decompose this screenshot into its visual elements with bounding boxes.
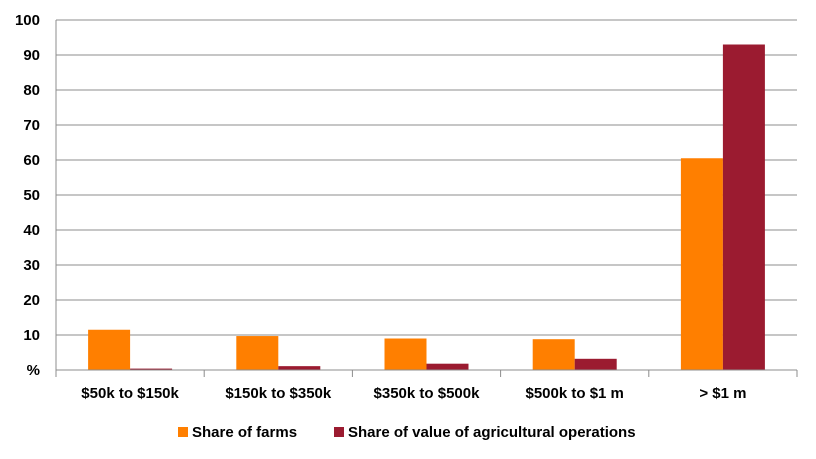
axes bbox=[55, 20, 798, 377]
legend-label: Share of value of agricultural operation… bbox=[348, 424, 636, 441]
legend-swatch bbox=[178, 427, 188, 437]
y-tick-label: 40 bbox=[23, 222, 40, 239]
y-tick-label: 30 bbox=[23, 257, 40, 274]
y-tick-labels: % 10 20 30 40 50 60 70 80 90 100 bbox=[15, 12, 40, 379]
bar bbox=[384, 338, 427, 370]
bar bbox=[130, 368, 173, 370]
y-tick-label: % bbox=[27, 362, 40, 379]
y-tick-label: 80 bbox=[23, 82, 40, 99]
bar bbox=[680, 158, 723, 370]
bar bbox=[574, 358, 617, 370]
x-tick-label: $150k to $350k bbox=[225, 385, 332, 402]
y-tick-label: 60 bbox=[23, 152, 40, 169]
x-tick-label: $50k to $150k bbox=[81, 385, 179, 402]
x-tick-label: $350k to $500k bbox=[374, 385, 481, 402]
bar bbox=[722, 44, 765, 370]
y-tick-label: 90 bbox=[23, 47, 40, 64]
x-tick-label: > $1 m bbox=[699, 385, 746, 402]
bar bbox=[532, 339, 575, 370]
x-tick-labels: $50k to $150k $150k to $350k $350k to $500… bbox=[81, 385, 746, 402]
gridlines bbox=[56, 19, 797, 336]
legend-swatch bbox=[334, 427, 344, 437]
x-tick-label: $500k to $1 m bbox=[525, 385, 623, 402]
legend: Share of farms Share of value of agricult… bbox=[178, 424, 636, 441]
y-tick-label: 70 bbox=[23, 117, 40, 134]
bar bbox=[88, 329, 131, 370]
bar bbox=[236, 336, 279, 370]
y-tick-label: 10 bbox=[23, 327, 40, 344]
bar bbox=[278, 366, 321, 370]
bars bbox=[88, 44, 765, 370]
y-tick-label: 100 bbox=[15, 12, 40, 29]
y-tick-label: 20 bbox=[23, 292, 40, 309]
bar bbox=[426, 363, 469, 370]
y-tick-label: 50 bbox=[23, 187, 40, 204]
legend-label: Share of farms bbox=[192, 424, 297, 441]
